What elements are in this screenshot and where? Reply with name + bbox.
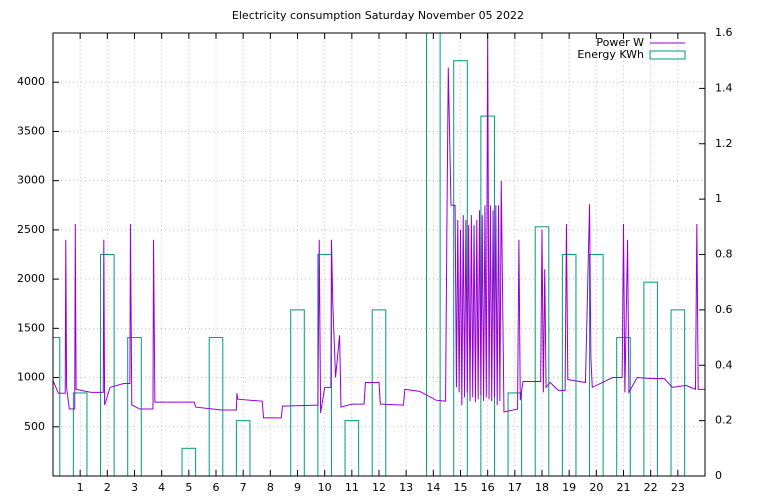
x-tick-label: 23 [671,481,685,494]
legend-label: Power W [596,36,644,49]
y-tick-label: 1500 [17,321,45,334]
energy-bar [235,420,251,476]
power-line [53,33,705,419]
energy-bar [426,33,441,476]
axes: 1 2 3 4 5 6 7 8 9 10 11 12 13 14 15 16 17 18 19 20 21 22 23500… [17,26,733,494]
legend-label: Energy KWh [577,48,644,61]
energy-bar [72,392,88,476]
x-tick-label: 14 [426,481,440,494]
energy-bar [453,60,468,476]
y2-tick-label: 0.8 [715,248,733,261]
y-tick-label: 4000 [17,75,45,88]
energy-bar [589,254,604,476]
energy-bar [290,309,305,476]
x-tick-label: 22 [644,481,658,494]
x-tick-label: 3 [131,481,138,494]
x-tick-label: 21 [617,481,631,494]
energy-bar [670,309,686,476]
energy-bar [561,254,577,476]
plot-frame [52,32,706,477]
x-tick-label: 2 [104,481,111,494]
x-tick-label: 20 [589,481,603,494]
energy-bar [127,337,142,476]
x-tick-label: 13 [399,481,413,494]
legend-swatch [649,50,686,60]
energy-bar [53,337,61,476]
x-tick-label: 12 [372,481,386,494]
x-tick-label: 5 [185,481,192,494]
chart-title: Electricity consumption Saturday Novembe… [232,9,524,22]
y2-tick-label: 1.2 [715,137,733,150]
x-tick-label: 8 [267,481,274,494]
x-tick-label: 11 [345,481,359,494]
x-tick-label: 6 [213,481,220,494]
x-tick-label: 15 [454,481,468,494]
y2-tick-label: 1 [715,192,722,205]
energy-bar [181,447,197,476]
x-tick-label: 19 [562,481,576,494]
energy-bar [616,337,631,476]
x-tick-label: 7 [240,481,247,494]
y2-tick-label: 1.4 [715,81,733,94]
y2-tick-label: 0 [715,469,722,482]
x-tick-label: 18 [535,481,549,494]
y2-tick-label: 0.4 [715,358,733,371]
y-tick-label: 500 [24,420,45,433]
plot-area [53,33,705,476]
grid [53,33,705,476]
x-tick-label: 10 [318,481,332,494]
y-tick-label: 2500 [17,223,45,236]
energy-bar [100,254,115,476]
y2-tick-label: 0.2 [715,414,733,427]
y-tick-label: 3500 [17,124,45,137]
y2-tick-label: 1.6 [715,26,733,39]
energy-bar [507,392,523,476]
y-tick-label: 1000 [17,371,45,384]
x-tick-label: 1 [77,481,84,494]
x-tick-label: 9 [294,481,301,494]
x-tick-label: 16 [481,481,495,494]
x-tick-label: 17 [508,481,522,494]
energy-bar [208,337,224,476]
x-tick-label: 4 [158,481,165,494]
y-tick-label: 2000 [17,272,45,285]
energy-bar [371,309,387,476]
energy-bar [534,226,550,476]
y2-tick-label: 0.6 [715,303,733,316]
energy-bar [643,281,658,476]
y-tick-label: 3000 [17,174,45,187]
energy-bar [344,420,360,476]
